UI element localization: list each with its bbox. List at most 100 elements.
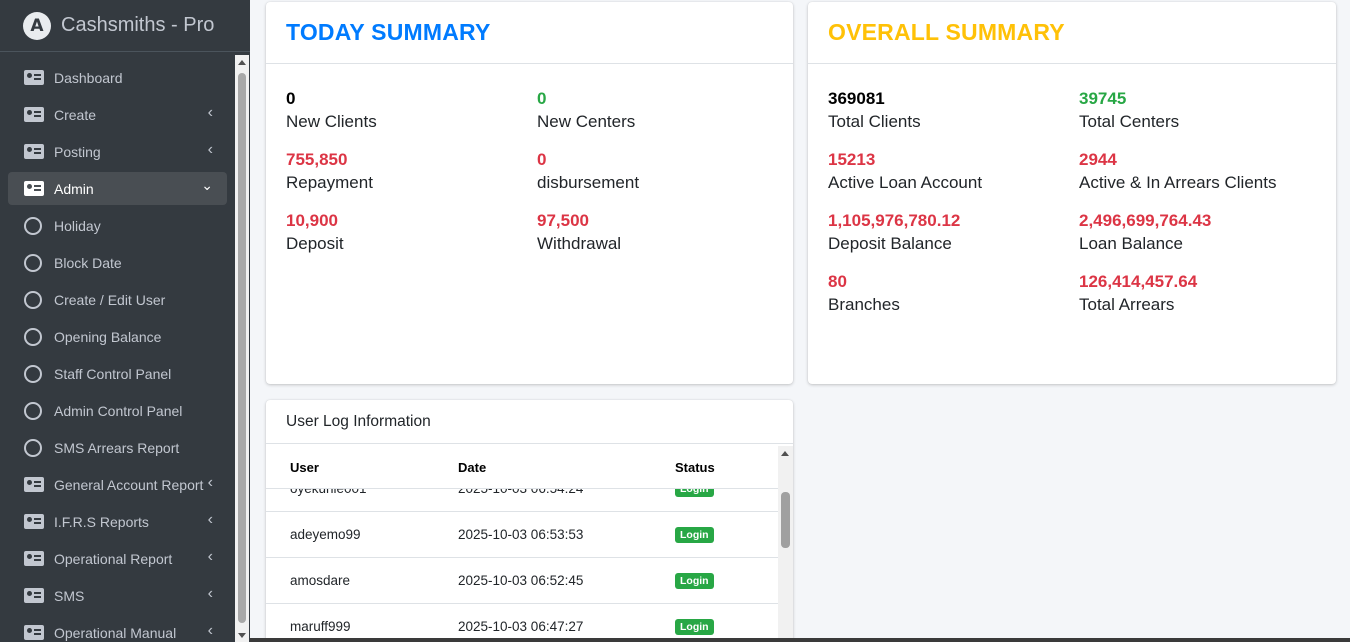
- stat-label: disbursement: [537, 173, 640, 192]
- stat-value: 0: [286, 89, 296, 108]
- chevron-left-icon: ‹: [207, 104, 213, 121]
- sidebar-item-admin-control-panel[interactable]: Admin Control Panel: [8, 394, 227, 427]
- stat-label: Loan Balance: [1079, 234, 1183, 253]
- today-summary-title: TODAY SUMMARY: [286, 19, 491, 45]
- sidebar-scrollbar[interactable]: [235, 55, 249, 642]
- sidebar-item-label: I.F.R.S Reports: [54, 513, 149, 530]
- status-badge: Login: [675, 618, 714, 635]
- sidebar-item-opening-balance[interactable]: Opening Balance: [8, 320, 227, 353]
- sidebar-item-staff-control-panel[interactable]: Staff Control Panel: [8, 357, 227, 390]
- sidebar-item-sms-arrears-report[interactable]: SMS Arrears Report: [8, 431, 227, 464]
- overall-stats-grid: 369081 Total Clients 39745 Total Centers 152…: [808, 64, 1336, 317]
- stat-value: 0: [537, 89, 547, 108]
- sidebar-item-posting[interactable]: Posting ‹: [8, 135, 227, 168]
- cell-user: adeyemo99: [290, 527, 361, 542]
- sidebar-item-label: Operational Report: [54, 550, 173, 567]
- table-row[interactable]: adeyemo99 2025-10-03 06:53:53 Login: [266, 512, 778, 558]
- id-card-icon: [24, 70, 44, 85]
- column-header-status[interactable]: Status: [675, 459, 715, 475]
- stat-label: Deposit: [286, 234, 344, 253]
- column-header-user[interactable]: User: [290, 459, 319, 475]
- sidebar-item-label: Staff Control Panel: [54, 365, 172, 382]
- table-scroll-thumb[interactable]: [781, 492, 790, 548]
- stat-value: 10,900: [286, 211, 338, 230]
- stat-value: 97,500: [537, 211, 589, 230]
- table-row[interactable]: maruff999 2025-10-03 06:47:27 Login: [266, 604, 778, 642]
- sidebar-scroll-thumb[interactable]: [238, 73, 246, 623]
- brand[interactable]: A Cashsmiths - Pro: [0, 0, 250, 52]
- sidebar-item-create-edit-user[interactable]: Create / Edit User: [8, 283, 227, 316]
- overall-summary-header: OVERALL SUMMARY: [808, 2, 1336, 64]
- stat-label: Deposit Balance: [828, 234, 952, 253]
- table-row[interactable]: amosdare 2025-10-03 06:52:45 Login: [266, 558, 778, 604]
- stat-label: Active & In Arrears Clients: [1079, 173, 1277, 192]
- sidebar-item-label: Posting: [54, 143, 101, 160]
- table-scroll-up-arrow-icon[interactable]: [781, 451, 789, 456]
- overall-summary-title: OVERALL SUMMARY: [828, 19, 1065, 45]
- stat-repayment: 755,850 Repayment: [286, 150, 537, 195]
- sidebar-item-operational-report[interactable]: Operational Report ‹: [8, 542, 227, 575]
- stat-value: 15213: [828, 150, 876, 169]
- stat-total-arrears: 126,414,457.64 Total Arrears: [1079, 272, 1330, 317]
- cell-date: 2025-10-03 06:52:45: [458, 573, 584, 588]
- stat-value: 0: [537, 150, 547, 169]
- chevron-left-icon: ‹: [207, 511, 213, 528]
- table-header-row: User Date Status: [266, 446, 778, 489]
- sidebar-item-label: Create / Edit User: [54, 291, 166, 308]
- stat-label: New Clients: [286, 112, 377, 131]
- scroll-up-arrow-icon[interactable]: [238, 60, 246, 65]
- chevron-left-icon: ‹: [207, 141, 213, 158]
- cell-user: maruff999: [290, 619, 351, 634]
- stat-loan-balance: 2,496,699,764.43 Loan Balance: [1079, 211, 1330, 256]
- user-log-title: User Log Information: [266, 400, 793, 444]
- today-summary-card: TODAY SUMMARY 0 New Clients 0 New Centers 75…: [266, 2, 793, 384]
- brand-title: Cashsmiths - Pro: [61, 14, 215, 36]
- stat-value: 39745: [1079, 89, 1127, 108]
- sidebar-item-create[interactable]: Create ‹: [8, 98, 227, 131]
- sidebar-item-label: Holiday: [54, 217, 101, 234]
- stat-deposit-balance: 1,105,976,780.12 Deposit Balance: [828, 211, 1079, 256]
- sidebar-item-dashboard[interactable]: Dashboard: [8, 61, 227, 94]
- cell-date: 2025-10-03 06:47:27: [458, 619, 584, 634]
- cell-user: amosdare: [290, 573, 351, 588]
- stat-label: Total Clients: [828, 112, 921, 131]
- stat-value: 1,105,976,780.12: [828, 211, 961, 230]
- stat-value: 755,850: [286, 150, 348, 169]
- stat-label: Total Arrears: [1079, 295, 1175, 314]
- chevron-left-icon: ‹: [207, 585, 213, 602]
- table-scrollbar[interactable]: [778, 446, 793, 642]
- stat-label: Branches: [828, 295, 900, 314]
- today-summary-header: TODAY SUMMARY: [266, 2, 793, 64]
- sidebar-item-admin[interactable]: Admin ⌄: [8, 172, 227, 205]
- stat-deposit: 10,900 Deposit: [286, 211, 537, 256]
- sidebar-item-block-date[interactable]: Block Date: [8, 246, 227, 279]
- sidebar-item-i-f-r-s-reports[interactable]: I.F.R.S Reports ‹: [8, 505, 227, 538]
- stat-branches: 80 Branches: [828, 272, 1079, 317]
- sidebar-item-label: Create: [54, 106, 97, 123]
- chevron-left-icon: ‹: [207, 548, 213, 565]
- id-card-icon: [24, 107, 44, 122]
- scroll-down-arrow-icon[interactable]: [238, 633, 246, 638]
- sidebar-item-sms[interactable]: SMS ‹: [8, 579, 227, 612]
- sidebar-item-holiday[interactable]: Holiday: [8, 209, 227, 242]
- sidebar-nav: Dashboard Create ‹ Posting ‹ Admin ⌄ Holiday Blo…: [8, 61, 227, 642]
- chevron-down-icon: ⌄: [201, 177, 213, 193]
- stat-label: Repayment: [286, 173, 373, 192]
- id-card-icon: [24, 181, 44, 196]
- stat-new-clients: 0 New Clients: [286, 89, 537, 134]
- sidebar-item-label: Opening Balance: [54, 328, 162, 345]
- stat-label: Total Centers: [1079, 112, 1180, 131]
- bottom-edge-bar: [250, 638, 1350, 642]
- id-card-icon: [24, 551, 44, 566]
- id-card-icon: [24, 144, 44, 159]
- circle-icon: [24, 290, 42, 309]
- sidebar-item-label: Block Date: [54, 254, 122, 271]
- column-header-date[interactable]: Date: [458, 459, 487, 475]
- id-card-icon: [24, 514, 44, 529]
- sidebar-item-general-account-report[interactable]: General Account Report ‹: [8, 468, 227, 501]
- circle-icon: [24, 253, 42, 272]
- stat-total-clients: 369081 Total Clients: [828, 89, 1079, 134]
- stat-label: Withdrawal: [537, 234, 622, 253]
- stat-value: 126,414,457.64: [1079, 272, 1198, 291]
- sidebar-item-operational-manual[interactable]: Operational Manual ‹: [8, 616, 227, 642]
